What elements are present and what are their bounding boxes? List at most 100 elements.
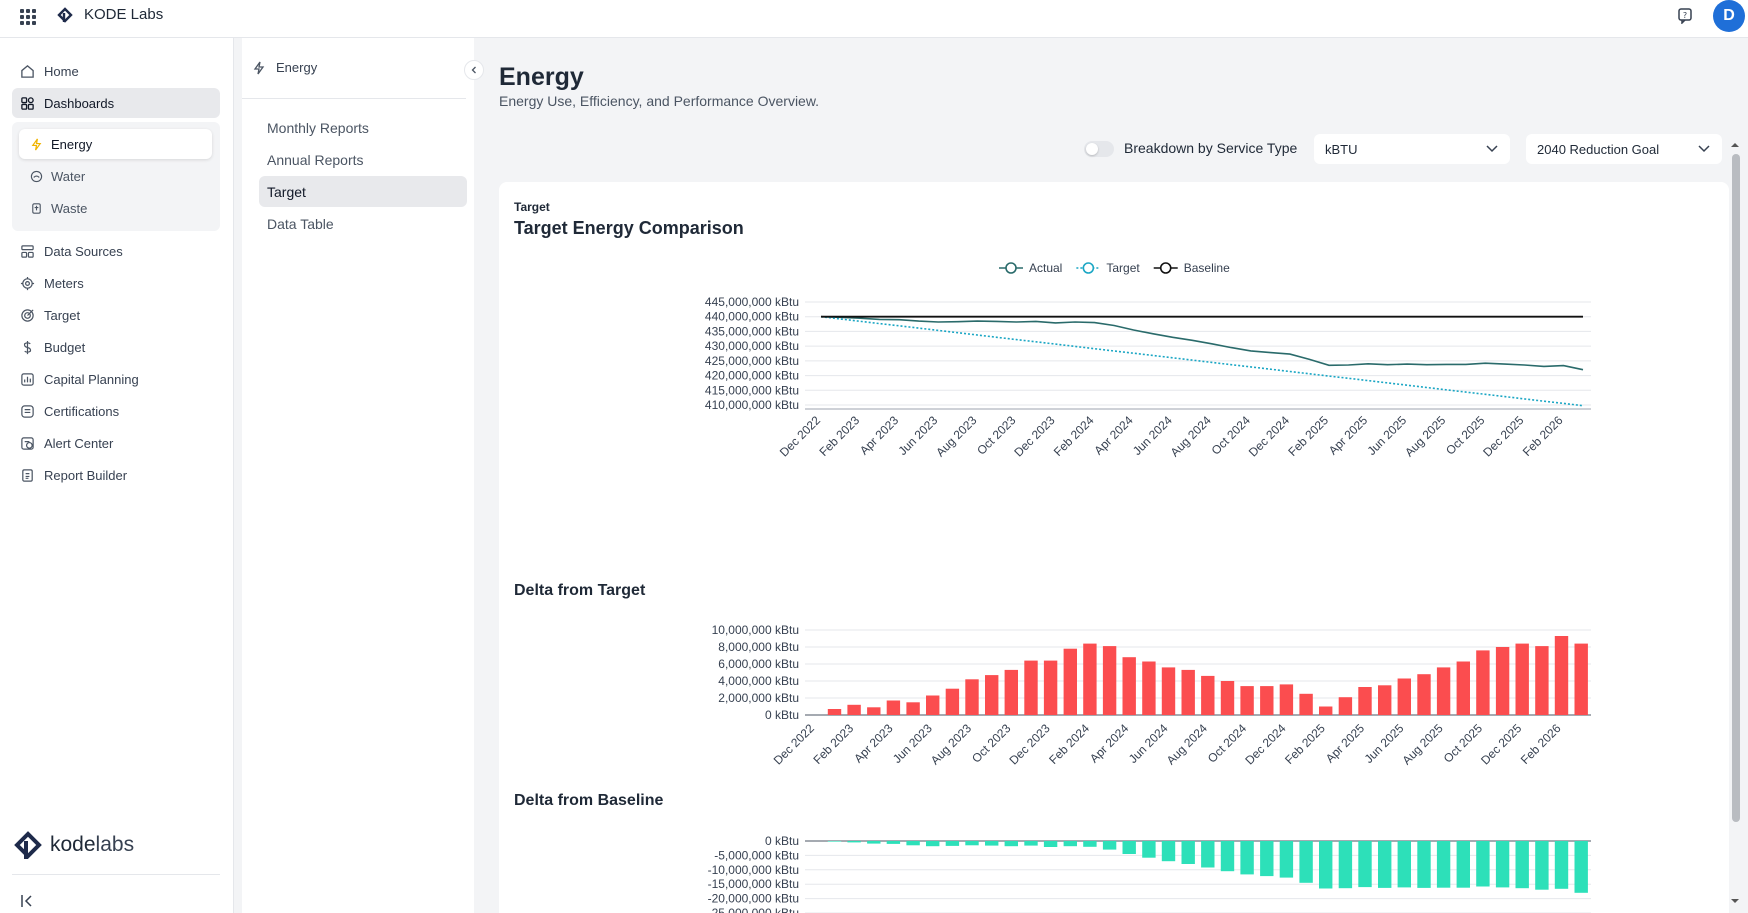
sidebar-item-dashboards[interactable]: Dashboards xyxy=(12,88,220,118)
bar xyxy=(1574,841,1588,893)
bar xyxy=(1554,636,1569,715)
subnav-divider xyxy=(242,98,466,99)
subnav-item-monthly-reports[interactable]: Monthly Reports xyxy=(259,112,467,143)
y-tick-label: 8,000,000 kBtu xyxy=(718,640,799,654)
collapse-sidebar-icon[interactable] xyxy=(19,893,35,909)
page-subtitle: Energy Use, Efficiency, and Performance … xyxy=(499,93,820,109)
sidebar-item-alert-center[interactable]: Alert Center xyxy=(12,428,220,458)
sidebar-subitem-waste[interactable]: Waste xyxy=(19,193,212,223)
subnav-item-target[interactable]: Target xyxy=(259,176,467,207)
unit-select[interactable]: kBTU xyxy=(1314,134,1510,164)
bar xyxy=(1299,693,1313,716)
y-tick-label: 10,000,000 kBtu xyxy=(712,623,799,637)
energy-subnav: Energy Monthly Reports Annual Reports Ta… xyxy=(242,38,474,913)
x-tick-label: Feb 2026 xyxy=(1518,721,1564,767)
user-avatar[interactable]: D xyxy=(1713,0,1745,32)
x-tick-label: Dec 2023 xyxy=(1007,721,1053,767)
sidebar-subitem-energy[interactable]: Energy xyxy=(19,129,212,159)
bar xyxy=(1260,686,1274,715)
target-energy-line-chart: Actual Target Baseline 445,000,000 kBtu440,… xyxy=(705,261,1591,459)
y-tick-label: 4,000,000 kBtu xyxy=(718,674,799,688)
bar xyxy=(1417,841,1431,888)
collapse-subnav-button[interactable] xyxy=(464,60,484,80)
bar xyxy=(926,841,940,847)
bar xyxy=(1397,678,1411,715)
card-eyebrow: Target xyxy=(514,200,550,214)
sidebar-item-capital-planning[interactable]: Capital Planning xyxy=(12,364,220,394)
x-tick-label: Feb 2026 xyxy=(1520,413,1566,459)
sidebar-item-label: Capital Planning xyxy=(44,371,139,387)
card-title: Target Energy Comparison xyxy=(514,218,744,238)
app-grid-icon[interactable] xyxy=(18,7,36,25)
sidebar-item-label: Data Sources xyxy=(44,243,123,259)
sidebar-subitem-label: Water xyxy=(51,168,86,184)
dollar-icon xyxy=(23,340,32,354)
bar xyxy=(1535,841,1549,890)
bar xyxy=(1319,841,1333,889)
x-tick-label: Aug 2023 xyxy=(933,413,979,459)
sidebar-item-target[interactable]: Target xyxy=(12,300,220,330)
x-tick-label: Apr 2023 xyxy=(857,413,902,458)
x-tick-label: Feb 2023 xyxy=(816,413,862,459)
legend-item-target: Target xyxy=(1076,261,1140,275)
y-tick-label: 410,000,000 kBtu xyxy=(705,398,799,412)
sidebar-item-budget[interactable]: Budget xyxy=(12,332,220,362)
legend-marker xyxy=(1005,262,1017,274)
x-tick-label: Aug 2025 xyxy=(1400,721,1446,767)
report-icon xyxy=(22,468,33,482)
scroll-up-icon[interactable] xyxy=(1728,140,1742,150)
scrollbar-thumb[interactable] xyxy=(1732,154,1740,822)
x-tick-label: Dec 2024 xyxy=(1242,721,1288,767)
bar xyxy=(1535,646,1549,715)
bar xyxy=(1004,841,1018,847)
bar xyxy=(1161,667,1176,715)
page-scrollbar[interactable] xyxy=(1728,138,1742,913)
sidebar-item-label: Report Builder xyxy=(44,467,128,483)
x-tick-label: Apr 2025 xyxy=(1323,721,1368,766)
top-bar: KODE Labs ? D xyxy=(0,0,1748,38)
legend-item-baseline: Baseline xyxy=(1153,261,1230,275)
bar xyxy=(926,695,940,715)
feedback-icon[interactable]: ? xyxy=(1676,6,1694,24)
bar xyxy=(1299,841,1313,883)
x-tick-label: Apr 2024 xyxy=(1091,413,1136,458)
subnav-item-annual-reports[interactable]: Annual Reports xyxy=(259,144,467,175)
subnav-item-data-table[interactable]: Data Table xyxy=(259,208,467,239)
page-title: Energy xyxy=(499,63,584,91)
bar xyxy=(1436,841,1451,888)
breakdown-toggle[interactable] xyxy=(1084,141,1114,157)
bar xyxy=(1436,667,1451,715)
bar xyxy=(1102,841,1117,850)
y-tick-label: 6,000,000 kBtu xyxy=(718,657,799,671)
bar xyxy=(1279,684,1294,715)
bar xyxy=(1240,686,1254,715)
bar xyxy=(1220,681,1235,715)
legend-marker xyxy=(1082,262,1095,274)
legend-label: Baseline xyxy=(1184,261,1230,275)
x-tick-label: Apr 2023 xyxy=(851,721,896,766)
sidebar-subitem-water[interactable]: Water xyxy=(19,161,212,191)
y-tick-label: 435,000,000 kBtu xyxy=(705,324,799,338)
bar xyxy=(945,688,960,715)
scroll-down-icon[interactable] xyxy=(1728,896,1742,906)
bar xyxy=(1201,675,1215,715)
bar xyxy=(847,704,861,715)
bar xyxy=(886,700,901,715)
x-tick-label: Feb 2025 xyxy=(1282,721,1328,767)
delta-target-bar-chart: 10,000,000 kBtu 8,000,000 kBtu 6,000,000 k… xyxy=(712,623,1591,767)
sidebar-item-home[interactable]: Home xyxy=(12,56,220,86)
sidebar-item-meters[interactable]: Meters xyxy=(12,268,220,298)
goal-select[interactable]: 2040 Reduction Goal xyxy=(1526,134,1722,164)
x-tick-label: Dec 2022 xyxy=(777,413,823,459)
unit-select-value: kBTU xyxy=(1325,141,1358,157)
bar xyxy=(1456,841,1470,888)
x-tick-label: Feb 2024 xyxy=(1051,413,1097,459)
sidebar-item-data-sources[interactable]: Data Sources xyxy=(12,236,220,266)
sidebar-item-certifications[interactable]: Certifications xyxy=(12,396,220,426)
bar xyxy=(1024,660,1038,715)
legend-marker xyxy=(1159,262,1172,274)
bar xyxy=(1260,841,1274,877)
x-tick-label: Dec 2025 xyxy=(1478,721,1524,767)
certificate-icon xyxy=(21,404,34,418)
sidebar-item-report-builder[interactable]: Report Builder xyxy=(12,460,220,490)
